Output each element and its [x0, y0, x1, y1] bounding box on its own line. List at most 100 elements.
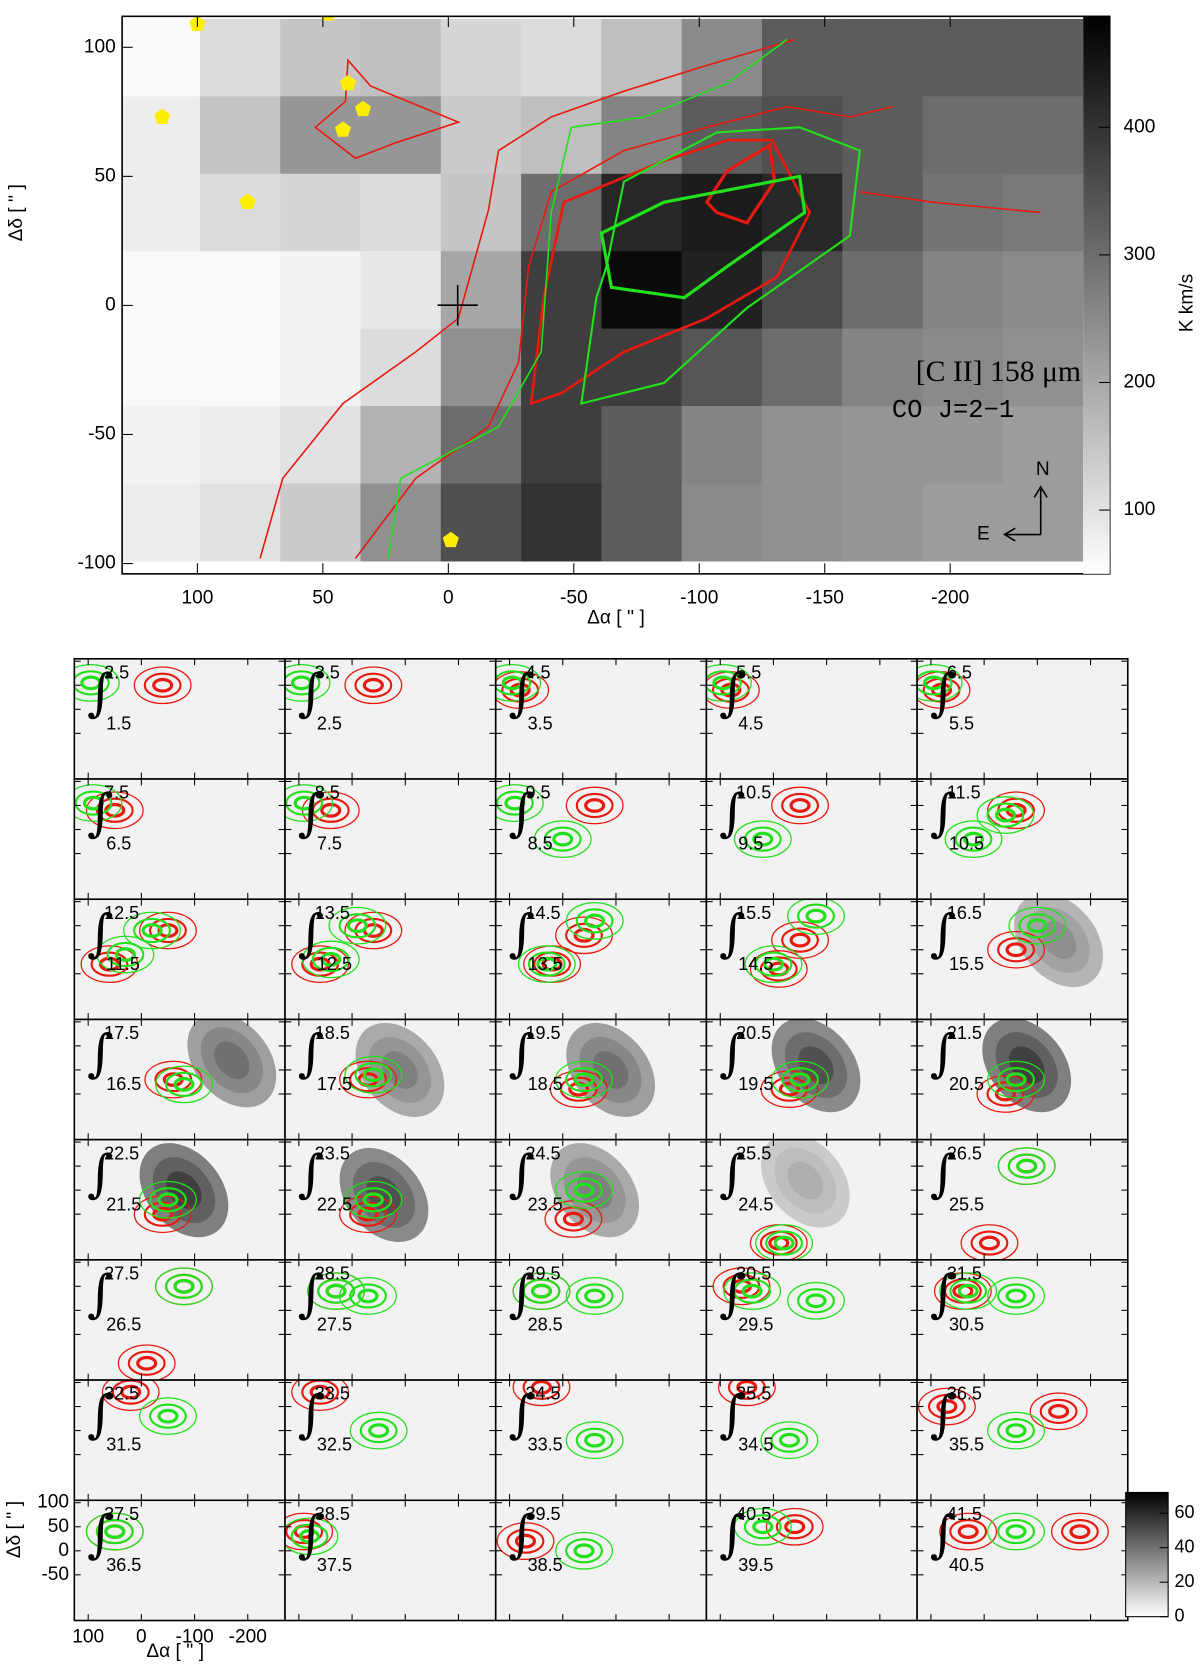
cii-contour	[320, 802, 342, 818]
velocity-upper: 26.5	[947, 1143, 982, 1163]
panel-content	[706, 658, 918, 780]
map-cell	[360, 18, 442, 97]
co-contour	[285, 663, 331, 702]
velocity-lower: 8.5	[528, 834, 553, 854]
co-contour	[923, 675, 945, 691]
panel-bg	[706, 899, 918, 1020]
integral-sign: ∫	[719, 1265, 746, 1324]
map-cell	[521, 483, 602, 562]
map-cell	[122, 173, 201, 252]
co-contour	[939, 1272, 998, 1311]
integral-sign: ∫	[298, 1265, 325, 1324]
map-cell	[842, 96, 924, 175]
integral-sign: ∫	[508, 1145, 535, 1204]
co-contour	[555, 1060, 613, 1099]
co-contour	[1018, 913, 1057, 939]
panel-bg	[74, 1380, 286, 1501]
velocity-lower: 1.5	[106, 713, 131, 733]
co-contour	[762, 956, 784, 972]
co-contour	[997, 1283, 1035, 1309]
cii-contour	[291, 1380, 350, 1412]
panel-content	[917, 1259, 1128, 1381]
co-contour	[533, 820, 592, 859]
co-contour	[712, 675, 734, 691]
co-contour	[157, 1192, 179, 1208]
velocity-lower: 19.5	[738, 1074, 773, 1094]
panel-content	[74, 1380, 286, 1501]
co-contour	[575, 908, 614, 934]
panel-content	[917, 1019, 1128, 1140]
velocity-upper: 23.5	[315, 1143, 350, 1163]
panel-bg	[74, 658, 286, 780]
velocity-upper: 22.5	[104, 1143, 139, 1163]
panel-bg	[285, 1259, 496, 1381]
co-contour	[997, 1417, 1035, 1444]
co-contour	[986, 802, 1025, 828]
map-cell	[280, 173, 362, 252]
colorbar-tick-label: 60	[1175, 1502, 1195, 1522]
cii-contour	[771, 786, 829, 825]
cii-contour	[949, 1518, 988, 1545]
cii-contour	[986, 1081, 1025, 1107]
co-contour	[773, 1235, 795, 1251]
panel-content	[74, 779, 286, 900]
velocity-upper: 15.5	[736, 903, 771, 923]
map-cell	[681, 96, 763, 175]
colorbar-tick-label: 300	[1124, 244, 1156, 265]
cii-contour	[584, 798, 606, 813]
contour	[314, 58, 461, 160]
velocity-upper: 39.5	[525, 1504, 560, 1524]
co-contour	[770, 1427, 809, 1453]
co-contour	[74, 670, 110, 696]
map-cell	[199, 483, 281, 562]
cii-contour	[506, 1528, 545, 1554]
co-contour	[320, 951, 342, 967]
velocity-upper: 5.5	[736, 662, 761, 682]
panel-content	[706, 1259, 918, 1381]
co-contour	[530, 1283, 553, 1299]
x-tick-label: 0	[443, 587, 454, 608]
co-contour	[584, 1432, 606, 1448]
velocity-lower: 10.5	[949, 834, 984, 854]
panel-content	[495, 658, 707, 780]
velocity-upper: 32.5	[104, 1384, 139, 1404]
co-contour	[293, 795, 315, 811]
velocity-lower: 35.5	[949, 1435, 984, 1455]
co-contour	[755, 1224, 814, 1260]
colorbar-tick-label: 400	[1124, 116, 1156, 137]
map-cell	[922, 483, 1004, 562]
integral-sign: ∫	[508, 904, 535, 963]
integral-sign: ∫	[298, 1385, 325, 1444]
co-contour	[565, 1421, 624, 1460]
co-contour	[298, 1528, 321, 1544]
integral-sign: ∫	[719, 1385, 746, 1444]
co-contour	[944, 820, 1003, 859]
map-cell	[922, 406, 1004, 485]
colorbar-label: K km/s	[1176, 274, 1197, 332]
co-contour	[504, 795, 526, 811]
channel-panel: ∫40.5 39.5	[705, 1499, 918, 1622]
panel-content	[706, 779, 918, 900]
colorbar-tick-label: 0	[1175, 1605, 1185, 1625]
emission-blob	[1040, 921, 1077, 959]
integral-sign: ∫	[87, 1385, 114, 1444]
map-cell	[1002, 328, 1084, 407]
co-contour	[1007, 1153, 1046, 1179]
map-cell	[122, 483, 201, 562]
channel-panel: ∫10.5 9.5	[705, 778, 918, 901]
channel-panel: ∫27.5 26.5	[73, 1259, 286, 1381]
cii-contour	[1005, 942, 1027, 958]
co-contour	[976, 796, 1035, 834]
map-cell	[440, 96, 522, 175]
velocity-upper: 6.5	[947, 662, 972, 682]
channel-panel: ∫14.5 13.5	[494, 898, 708, 1021]
map-cell	[681, 483, 763, 562]
co-contour	[797, 903, 835, 929]
map-cell	[360, 406, 442, 485]
co-contour	[104, 1524, 126, 1539]
map-cell	[360, 483, 442, 562]
channel-panel: ∫19.5 18.5	[494, 1018, 708, 1141]
cii-contour	[85, 791, 144, 830]
map-cell	[1002, 406, 1084, 485]
panel-bg	[706, 1500, 918, 1621]
